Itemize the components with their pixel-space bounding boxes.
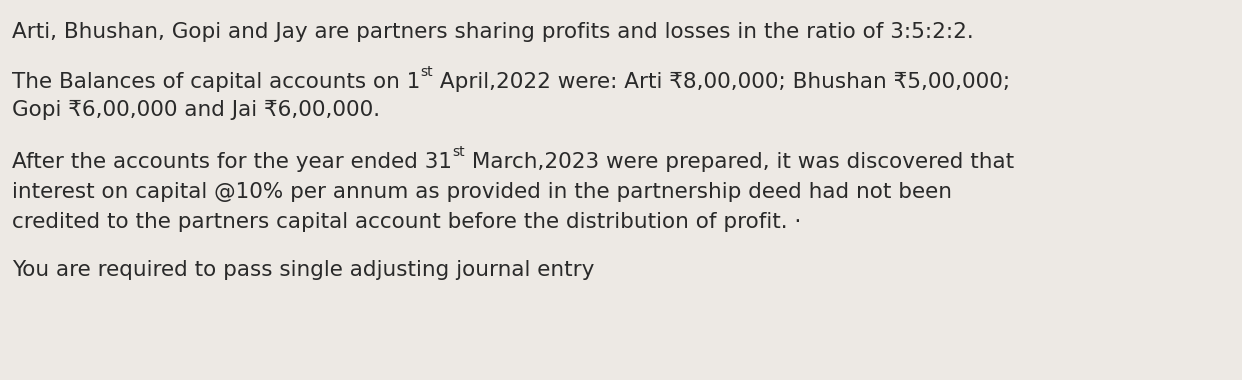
Text: st: st bbox=[452, 145, 465, 159]
Text: April,2022 were: Arti ₹8,00,000; Bhushan ₹5,00,000;: April,2022 were: Arti ₹8,00,000; Bhushan… bbox=[433, 72, 1010, 92]
Text: You are required to pass single adjusting journal entry: You are required to pass single adjustin… bbox=[12, 260, 595, 280]
Text: credited to the partners capital account before the distribution of profit. ·: credited to the partners capital account… bbox=[12, 212, 801, 232]
Text: Gopi ₹6,00,000 and Jai ₹6,00,000.: Gopi ₹6,00,000 and Jai ₹6,00,000. bbox=[12, 100, 380, 120]
Text: st: st bbox=[420, 65, 433, 79]
Text: March,2023 were prepared, it was discovered that: March,2023 were prepared, it was discove… bbox=[465, 152, 1013, 172]
Text: Arti, Bhushan, Gopi and Jay are partners sharing profits and losses in the ratio: Arti, Bhushan, Gopi and Jay are partners… bbox=[12, 22, 974, 42]
Text: The Balances of capital accounts on 1: The Balances of capital accounts on 1 bbox=[12, 72, 420, 92]
Text: interest on capital @10% per annum as provided in the partnership deed had not b: interest on capital @10% per annum as pr… bbox=[12, 182, 953, 202]
Text: After the accounts for the year ended 31: After the accounts for the year ended 31 bbox=[12, 152, 452, 172]
